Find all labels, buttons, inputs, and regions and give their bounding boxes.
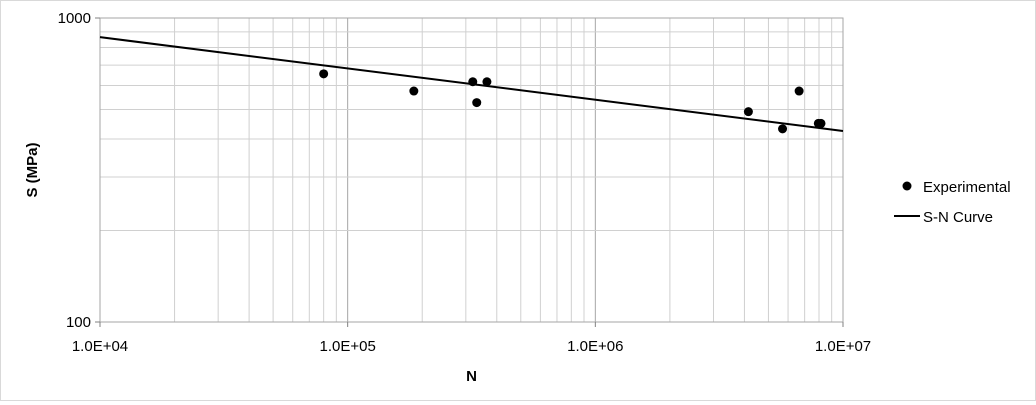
experimental-point [468,77,478,87]
legend-marker-experimental [902,181,912,191]
y-tick-labels: 100 1000 [58,10,100,331]
legend-item-sn-curve: S-N Curve [894,209,993,226]
experimental-point [409,86,419,96]
experimental-point [794,86,804,96]
legend-item-experimental: Experimental [902,179,1011,196]
x-tick-label: 1.0E+05 [320,338,376,355]
y-tick-label: 1000 [58,10,91,27]
experimental-point [472,98,482,108]
x-tick-labels: 1.0E+04 1.0E+05 1.0E+06 1.0E+07 [72,322,871,355]
legend-label-sn-curve: S-N Curve [923,209,993,226]
experimental-point [482,77,492,87]
legend-label-experimental: Experimental [923,179,1011,196]
x-tick-label: 1.0E+07 [815,338,871,355]
grid-lines [99,18,843,323]
experimental-point [319,69,329,79]
experimental-point [743,107,753,117]
experimental-point [778,124,788,134]
experimental-point [816,118,826,128]
x-tick-label: 1.0E+04 [72,338,128,355]
series-layer [99,36,844,134]
y-tick-label: 100 [66,314,91,331]
legend: Experimental S-N Curve [894,179,1011,226]
x-tick-label: 1.0E+06 [567,338,623,355]
x-axis-title: N [466,368,477,385]
y-axis-title: S (MPa) [24,142,41,197]
plot-area-border [99,17,844,323]
